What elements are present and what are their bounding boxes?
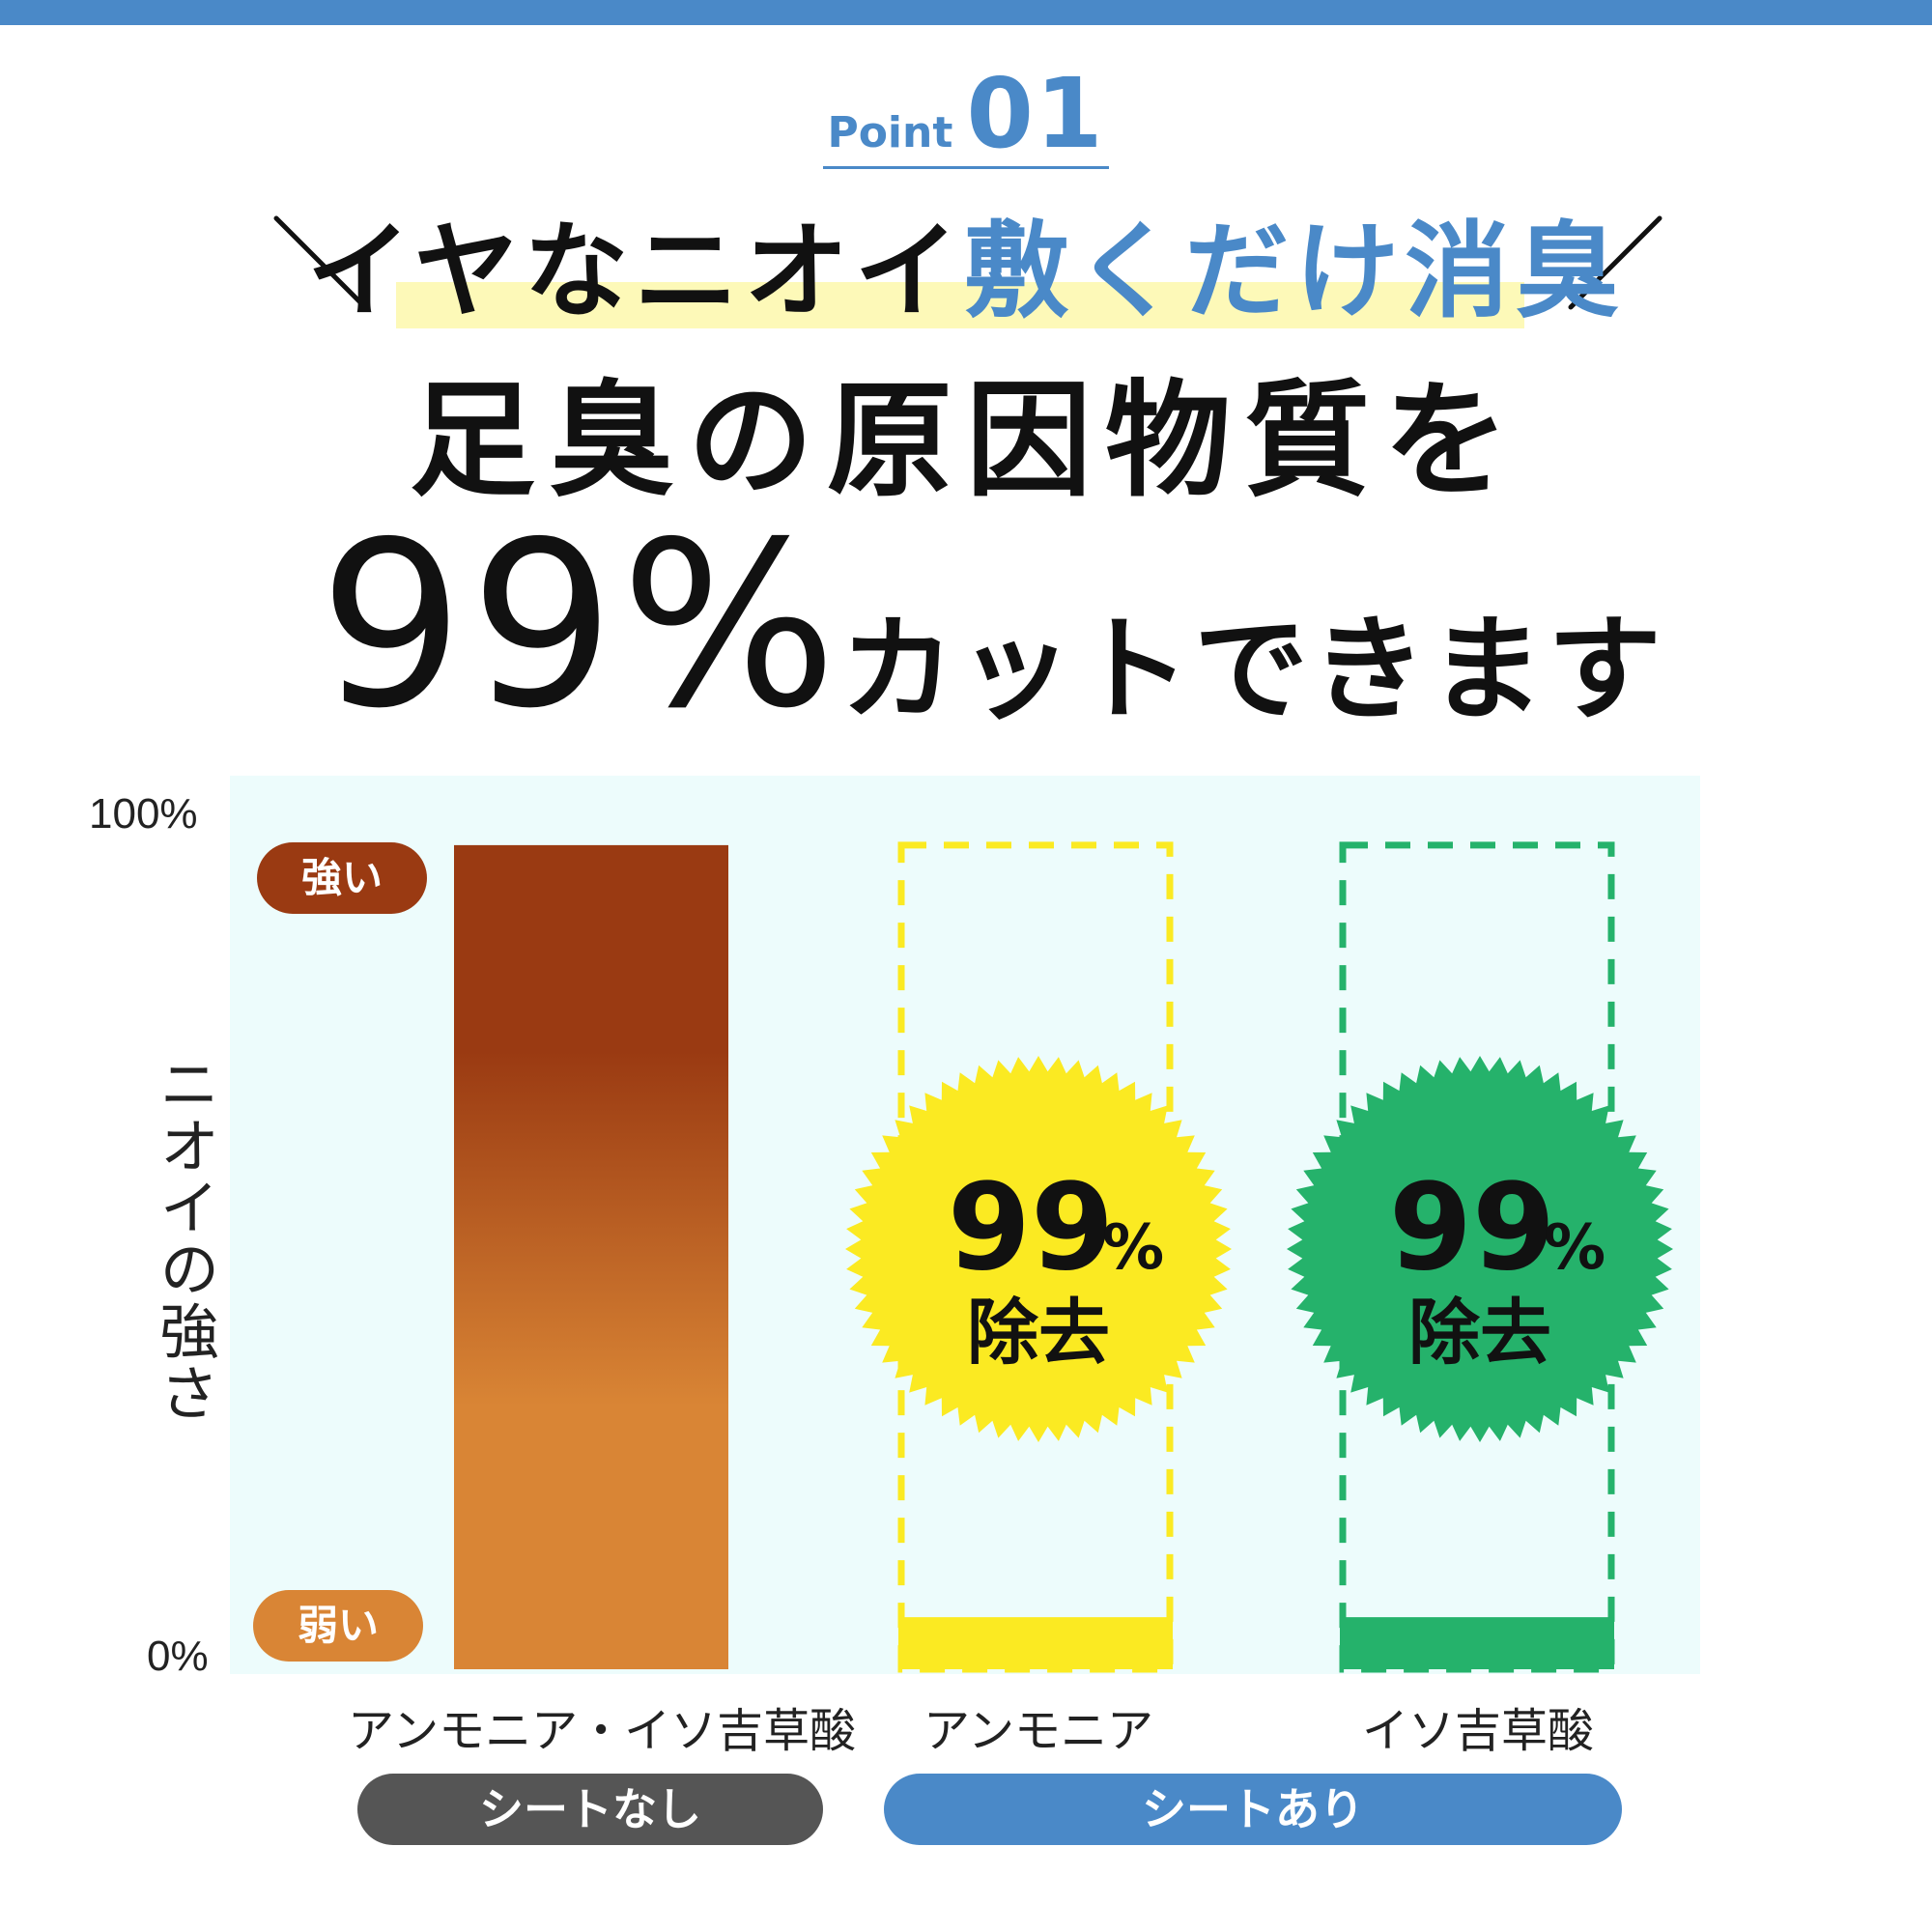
main-title-line1: 足臭の原因物質を <box>409 367 1522 514</box>
category-label-1: アンモニア・イソ吉草酸 <box>348 1704 857 1758</box>
badge-starburst-2 <box>1287 1056 1673 1442</box>
headline-blue: 敷くだけ消臭 <box>964 212 1626 332</box>
category-label-2: アンモニア <box>923 1704 1154 1758</box>
strong-label: 強い <box>257 842 427 914</box>
headline: イヤなニオイ敷くだけ消臭 <box>0 212 1932 332</box>
main-title-line2: 99% カットできます <box>319 512 1671 753</box>
badge-unit-2: % <box>1544 1212 1605 1284</box>
headline-black: イヤなニオイ <box>306 212 965 332</box>
y-axis-label-text: ニオイの強さ <box>149 1053 220 1424</box>
cut-text: カットできます <box>840 603 1666 736</box>
category-label-3: イソ吉草酸 <box>1361 1704 1594 1758</box>
point-heading: Point 01 <box>0 66 1932 169</box>
badge-text-1: 除去 <box>967 1292 1110 1375</box>
badge-text-2: 除去 <box>1408 1292 1551 1375</box>
bar-no-sheet <box>454 844 728 1669</box>
bar-with-sheet-1 <box>898 1617 1173 1669</box>
y-tick-100: 100% <box>89 790 198 838</box>
point-word: Point <box>827 108 953 157</box>
y-axis-label: ニオイの強さ <box>149 1053 219 1435</box>
left-slash-decoration <box>273 215 368 310</box>
badge-unit-1: % <box>1102 1212 1164 1284</box>
point-number: 01 <box>966 57 1105 170</box>
badge-starburst-1 <box>845 1056 1232 1442</box>
top-accent-bar <box>0 0 1932 25</box>
group-pill-no-sheet: シートなし <box>357 1774 823 1845</box>
bar-with-sheet-2 <box>1340 1617 1614 1669</box>
group-pill-with-sheet: シートあり <box>884 1774 1622 1845</box>
badge-value-1: 99 <box>948 1158 1115 1297</box>
right-slash-decoration <box>1568 215 1662 310</box>
badge-value-2: 99 <box>1389 1158 1556 1297</box>
y-tick-0: 0% <box>147 1633 209 1680</box>
big-99-percent: 99% <box>319 493 843 758</box>
headline-highlight <box>396 282 1524 328</box>
weak-label: 弱い <box>253 1590 423 1662</box>
